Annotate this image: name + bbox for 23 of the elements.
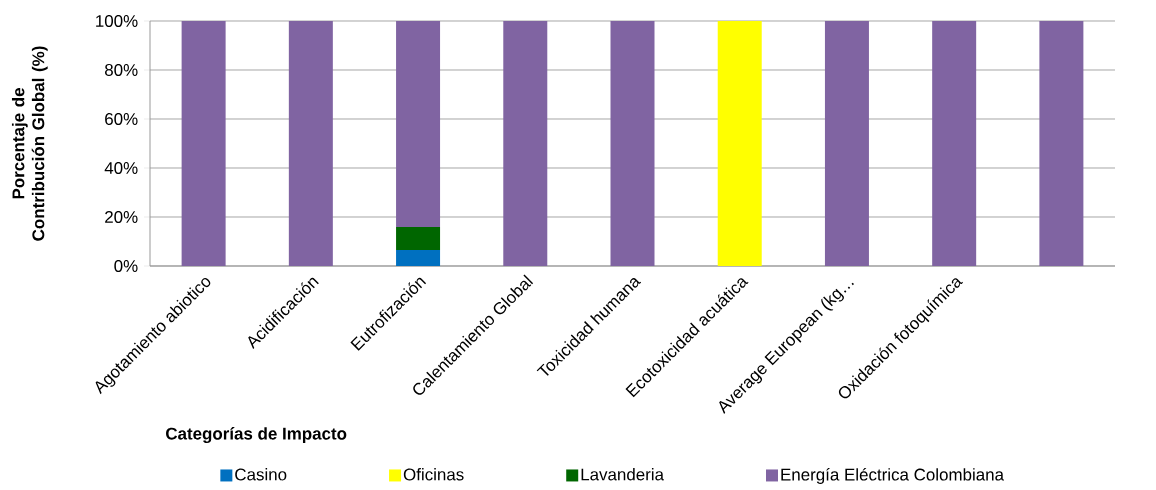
bar	[717, 20, 762, 266]
bar	[932, 20, 977, 266]
bar	[824, 20, 869, 266]
bar	[1039, 20, 1084, 266]
bar	[503, 20, 548, 266]
bar	[396, 227, 441, 251]
y-tick-label: 100%	[96, 14, 138, 27]
legend-label: Energía Eléctrica Colombiana	[781, 467, 1004, 484]
y-axis-title: Porcentaje de Contribución Global (%)	[11, 46, 48, 241]
bar	[288, 20, 333, 266]
bar	[610, 20, 655, 266]
x-axis-title: Categorías de Impacto	[166, 427, 347, 444]
y-tick-label: 60%	[105, 112, 138, 125]
legend-label: Casino	[235, 468, 287, 481]
y-tick-label: 40%	[104, 161, 138, 174]
bar	[396, 20, 441, 228]
bar	[396, 250, 441, 266]
legend-label: Oficinas	[403, 468, 464, 481]
y-tick-label: 80%	[105, 63, 138, 76]
y-tick-label: 20%	[105, 210, 138, 223]
bar	[181, 20, 226, 266]
legend-label: Lavanderia	[581, 468, 664, 481]
y-tick-label: 0%	[114, 259, 138, 272]
